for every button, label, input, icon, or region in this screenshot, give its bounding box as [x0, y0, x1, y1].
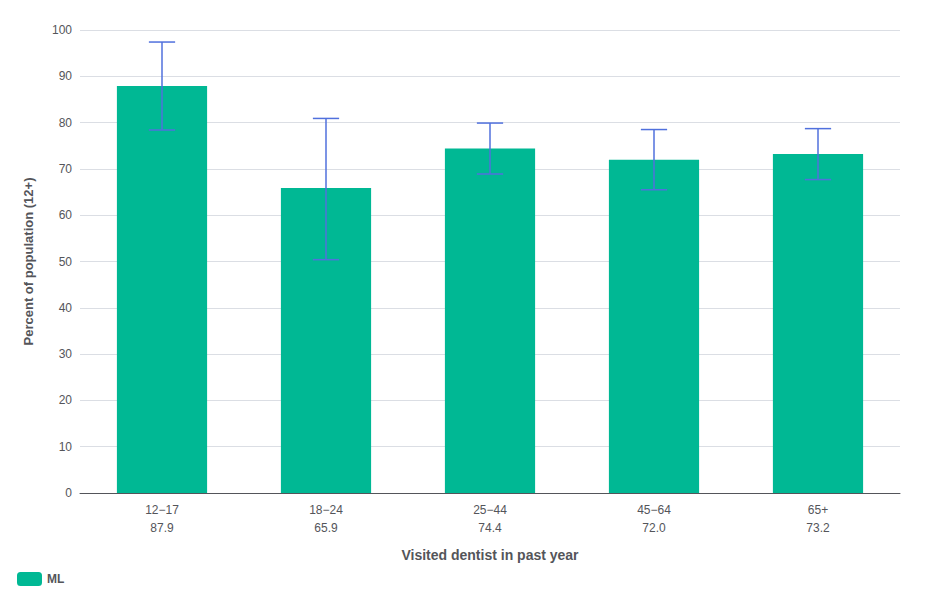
svg-text:50: 50	[59, 255, 73, 269]
svg-text:0: 0	[65, 486, 72, 500]
svg-text:65.9: 65.9	[314, 521, 338, 535]
svg-text:90: 90	[59, 69, 73, 83]
svg-text:Visited dentist in past year: Visited dentist in past year	[401, 547, 579, 563]
svg-text:72.0: 72.0	[642, 521, 666, 535]
svg-text:Percent of population (12+): Percent of population (12+)	[21, 178, 36, 346]
svg-text:60: 60	[59, 208, 73, 222]
svg-text:30: 30	[59, 347, 73, 361]
svg-text:87.9: 87.9	[150, 521, 174, 535]
svg-text:18−24: 18−24	[309, 503, 343, 517]
svg-text:100: 100	[52, 23, 72, 37]
svg-text:12−17: 12−17	[145, 503, 179, 517]
svg-text:40: 40	[59, 301, 73, 315]
svg-text:80: 80	[59, 116, 73, 130]
svg-text:ML: ML	[47, 572, 64, 586]
svg-text:70: 70	[59, 162, 73, 176]
svg-text:20: 20	[59, 393, 73, 407]
svg-text:74.4: 74.4	[478, 521, 502, 535]
svg-text:10: 10	[59, 440, 73, 454]
svg-text:25−44: 25−44	[473, 503, 507, 517]
svg-text:73.2: 73.2	[806, 521, 830, 535]
svg-text:65+: 65+	[808, 503, 828, 517]
svg-text:45−64: 45−64	[637, 503, 671, 517]
